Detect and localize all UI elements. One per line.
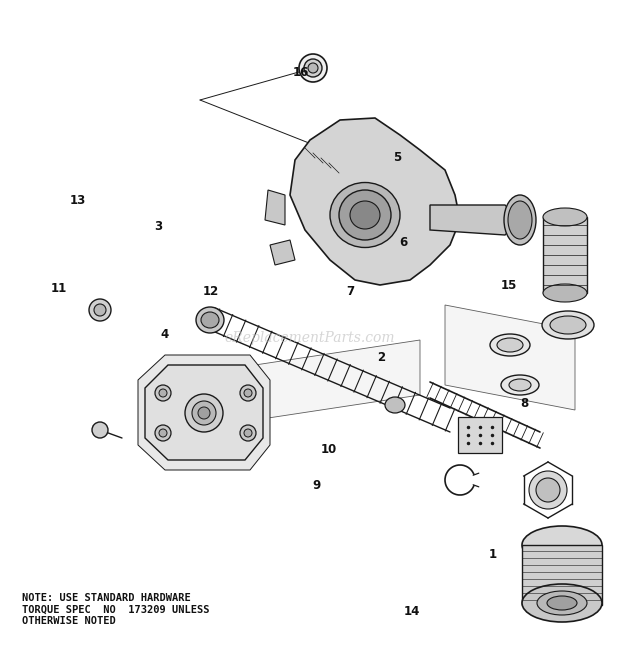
Text: 6: 6 [399,236,407,249]
Ellipse shape [542,311,594,339]
Ellipse shape [198,407,210,419]
Ellipse shape [522,526,602,564]
Ellipse shape [537,591,587,615]
Text: 3: 3 [154,220,162,233]
Polygon shape [522,545,602,605]
Ellipse shape [330,182,400,247]
Polygon shape [543,217,587,293]
Ellipse shape [240,385,256,401]
Ellipse shape [192,401,216,425]
Text: 13: 13 [69,194,86,207]
Polygon shape [270,240,295,265]
Text: 14: 14 [404,605,420,618]
Text: 12: 12 [203,285,219,298]
Polygon shape [145,365,263,460]
Ellipse shape [504,195,536,245]
Ellipse shape [543,208,587,226]
Polygon shape [445,305,575,410]
Polygon shape [458,417,502,453]
Ellipse shape [89,299,111,321]
Ellipse shape [501,375,539,395]
Ellipse shape [92,422,108,438]
Ellipse shape [94,304,106,316]
Ellipse shape [536,478,560,502]
Ellipse shape [529,471,567,509]
Polygon shape [255,340,420,420]
Ellipse shape [244,389,252,397]
Ellipse shape [497,338,523,352]
Ellipse shape [308,63,318,73]
Polygon shape [430,205,520,235]
Text: 7: 7 [346,285,355,298]
Text: 9: 9 [312,479,321,492]
Ellipse shape [522,584,602,622]
Ellipse shape [159,389,167,397]
Ellipse shape [155,385,171,401]
Ellipse shape [509,379,531,391]
Ellipse shape [244,429,252,437]
Text: 11: 11 [51,282,67,295]
Ellipse shape [550,316,586,334]
Text: 5: 5 [392,151,401,164]
Ellipse shape [304,59,322,77]
Polygon shape [138,355,270,470]
Ellipse shape [201,312,219,328]
Text: 15: 15 [500,279,516,292]
Polygon shape [290,118,460,285]
Ellipse shape [490,334,530,356]
Ellipse shape [543,284,587,302]
Ellipse shape [385,397,405,413]
Ellipse shape [299,54,327,82]
Text: NOTE: USE STANDARD HARDWARE
TORQUE SPEC  NO  173209 UNLESS
OTHERWISE NOTED: NOTE: USE STANDARD HARDWARE TORQUE SPEC … [22,593,210,626]
Ellipse shape [196,307,224,333]
Text: 16: 16 [293,66,309,79]
Text: 2: 2 [377,351,386,364]
Ellipse shape [159,429,167,437]
Ellipse shape [508,201,532,239]
Ellipse shape [185,394,223,432]
Ellipse shape [350,201,380,229]
Text: 10: 10 [321,443,337,456]
Text: 4: 4 [160,328,169,341]
Text: eReplacementParts.com: eReplacementParts.com [224,331,396,345]
Polygon shape [265,190,285,225]
Ellipse shape [240,425,256,441]
Ellipse shape [547,596,577,610]
Ellipse shape [155,425,171,441]
Text: 1: 1 [489,548,497,561]
Text: 8: 8 [520,397,528,410]
Ellipse shape [339,190,391,240]
